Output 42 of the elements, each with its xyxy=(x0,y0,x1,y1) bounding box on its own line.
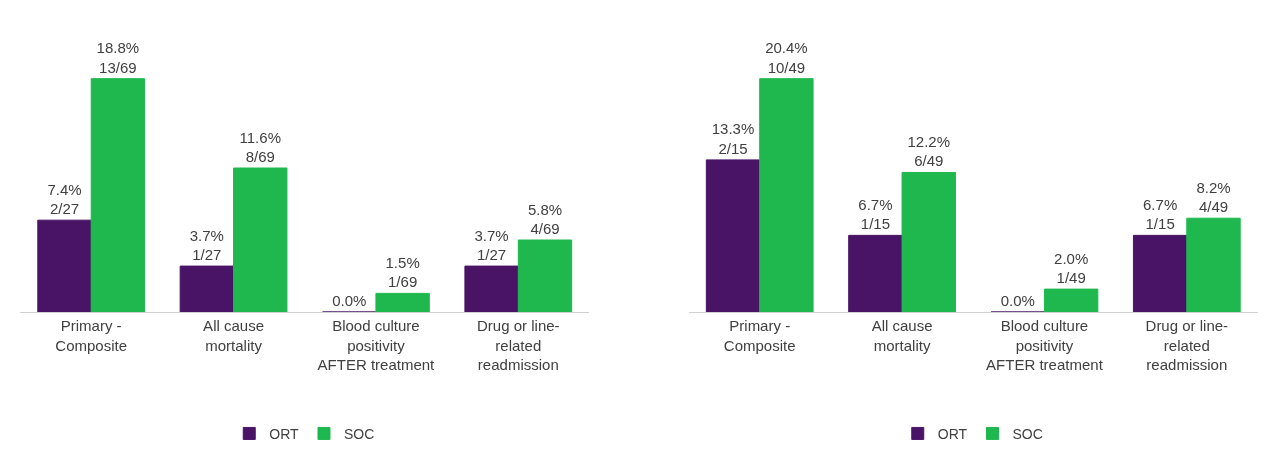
data-label: 8.2% 4/49 xyxy=(1196,178,1231,216)
data-label: 2.0% 1/49 xyxy=(1054,249,1089,287)
x-tick-label: All cause mortality xyxy=(871,317,933,354)
data-label: 13.3% 2/15 xyxy=(711,120,755,157)
bar xyxy=(1186,217,1241,312)
x-tick-label: Primary - Composite xyxy=(55,317,128,354)
x-tick-label: Primary - Composite xyxy=(723,317,796,354)
x-tick-label: Drug or line-related readmission xyxy=(477,317,560,373)
data-label: 20.4% 10/49 xyxy=(765,39,808,76)
bar xyxy=(179,265,235,312)
bar xyxy=(517,239,573,312)
data-label: 0.0% xyxy=(332,292,367,309)
legend-label: ORT xyxy=(937,425,968,442)
data-label: 12.2% 6/49 xyxy=(907,132,951,170)
x-tick-label: Blood culture positivity AFTER treatment xyxy=(986,317,1104,373)
legend-label: ORT xyxy=(269,425,299,442)
bar xyxy=(1043,288,1099,312)
bar xyxy=(375,292,430,312)
bar xyxy=(705,159,761,312)
data-label: 6.7% 1/15 xyxy=(858,195,893,233)
bar xyxy=(759,78,814,312)
bar xyxy=(848,234,903,312)
bar xyxy=(37,219,92,312)
data-label: 6.7% 1/15 xyxy=(1143,195,1178,233)
x-tick-label: Drug or line-related readmission xyxy=(1145,317,1229,373)
bar xyxy=(233,167,288,312)
bar xyxy=(901,171,956,312)
legend-label: SOC xyxy=(1012,425,1043,442)
bar xyxy=(1132,234,1188,312)
bar xyxy=(464,265,519,312)
data-label: 0.0% xyxy=(1000,292,1035,309)
legend-label: SOC xyxy=(343,425,375,442)
bar xyxy=(90,78,146,312)
data-label: 11.6% 8/69 xyxy=(239,128,281,166)
data-label: 5.8% 4/69 xyxy=(527,200,563,238)
x-tick-label: Blood culture positivity AFTER treatment xyxy=(317,317,436,373)
data-label: 3.7% 1/27 xyxy=(189,226,224,264)
data-label: 1.5% 1/69 xyxy=(385,253,420,291)
data-label: 7.4% 2/27 xyxy=(47,180,82,218)
x-tick-label: All cause mortality xyxy=(203,317,264,354)
data-label: 18.8% 13/69 xyxy=(96,39,140,76)
data-label: 3.7% 1/27 xyxy=(474,226,509,264)
